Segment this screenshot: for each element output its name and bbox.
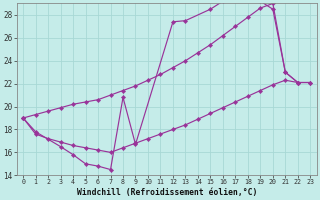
X-axis label: Windchill (Refroidissement éolien,°C): Windchill (Refroidissement éolien,°C) <box>76 188 257 197</box>
